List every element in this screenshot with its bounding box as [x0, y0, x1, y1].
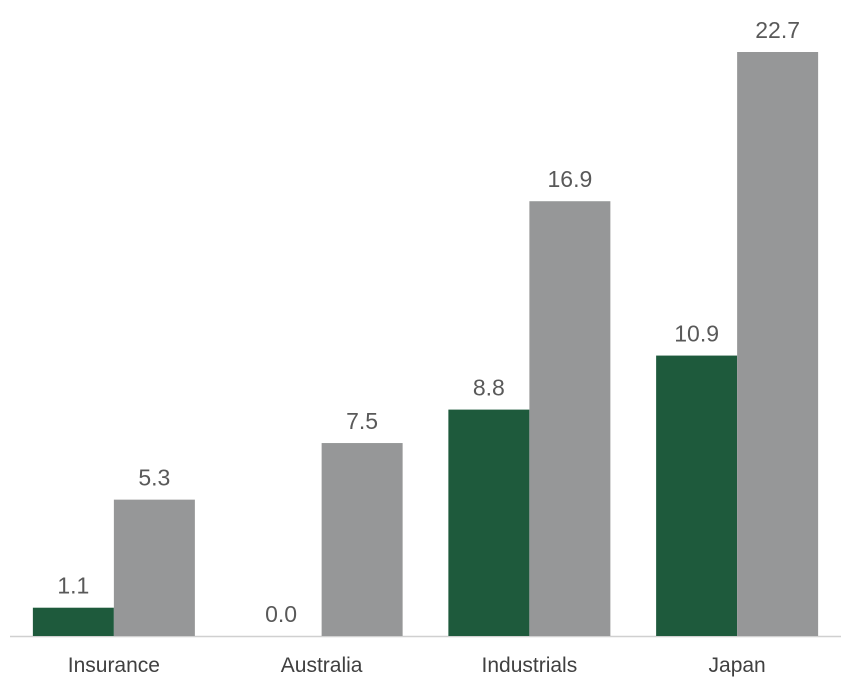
bar-japan-series-1 — [656, 355, 738, 636]
value-label-japan-series-1: 10.9 — [674, 321, 719, 347]
bar-industrials-series-2 — [529, 201, 611, 636]
value-label-insurance-series-2: 5.3 — [138, 465, 170, 491]
bar-industrials-series-1 — [448, 409, 530, 636]
bars-group — [32, 52, 819, 636]
bar-australia-series-2 — [321, 443, 403, 636]
x-tick-labels-group: Insurance Australia Industrials Japan — [68, 654, 766, 677]
x-tick-label-australia: Australia — [281, 654, 363, 677]
x-tick-label-insurance: Insurance — [68, 654, 160, 677]
value-label-australia-series-1: 0.0 — [265, 601, 297, 627]
bar-insurance-series-1 — [32, 607, 114, 636]
bar-insurance-series-2 — [113, 499, 195, 636]
value-label-industrials-series-2: 16.9 — [547, 166, 592, 192]
value-labels-group: 1.1 5.3 0.0 7.5 8.8 16.9 10.9 22.7 — [57, 17, 800, 627]
x-tick-label-industrials: Industrials — [482, 654, 578, 677]
value-label-australia-series-2: 7.5 — [346, 408, 378, 434]
value-label-insurance-series-1: 1.1 — [57, 573, 89, 599]
value-label-japan-series-2: 22.7 — [755, 17, 800, 43]
value-label-industrials-series-1: 8.8 — [473, 375, 505, 401]
x-tick-label-japan: Japan — [709, 654, 766, 677]
bar-japan-series-2 — [737, 52, 819, 636]
